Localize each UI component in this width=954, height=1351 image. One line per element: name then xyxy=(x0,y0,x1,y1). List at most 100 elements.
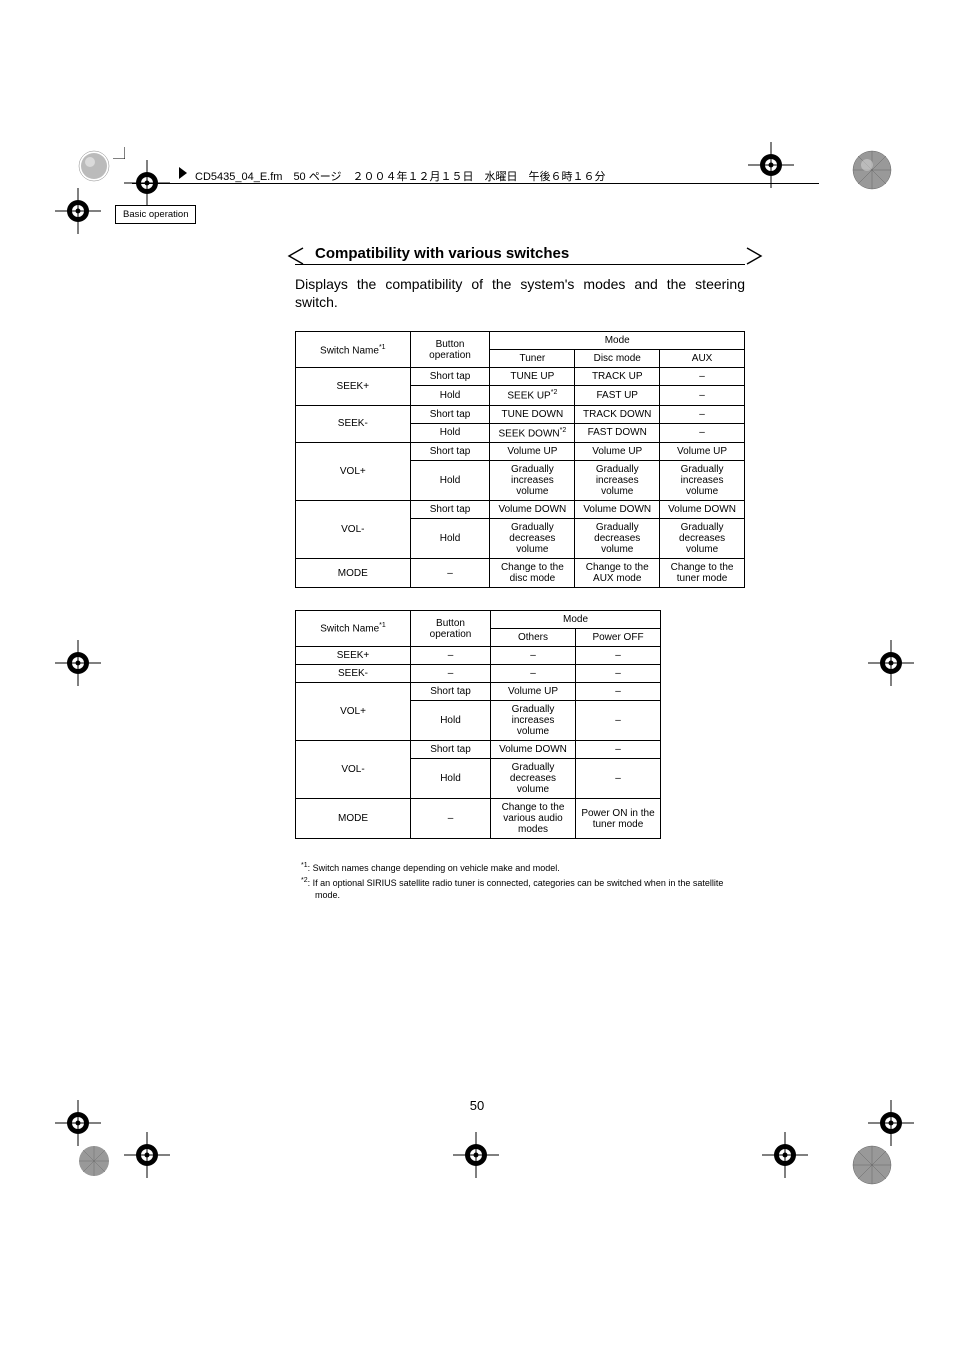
cell: Hold xyxy=(411,759,491,799)
cell: – xyxy=(411,665,491,683)
col-mode: Mode xyxy=(490,332,745,350)
cell: MODE xyxy=(296,559,411,588)
reg-mark-3 xyxy=(55,188,101,234)
cell: SEEK- xyxy=(296,665,411,683)
cell: SEEK- xyxy=(296,405,411,442)
table-row: MODE – Change to the disc mode Change to… xyxy=(296,559,745,588)
col-aux: AUX xyxy=(660,350,745,368)
cell: SEEK DOWN*2 xyxy=(490,423,575,442)
cell: Gradually decreases volume xyxy=(575,519,660,559)
cell: Hold xyxy=(410,386,490,405)
header-arrow-icon xyxy=(175,165,191,181)
cell: – xyxy=(410,559,490,588)
table-row: VOL- Short tap Volume DOWN – xyxy=(296,741,661,759)
cell: – xyxy=(660,386,745,405)
reg-mark-7 xyxy=(124,1132,170,1178)
bracket-right-icon xyxy=(745,247,763,265)
table-row: Switch Name*1 Button operation Mode xyxy=(296,332,745,350)
col-switch-name: Switch Name*1 xyxy=(296,332,411,368)
table-row: VOL+ Short tap Volume UP – xyxy=(296,683,661,701)
cell: SEEK UP*2 xyxy=(490,386,575,405)
cell: – xyxy=(576,647,661,665)
cell: Hold xyxy=(410,461,490,501)
intro-text: Displays the compatibility of the system… xyxy=(295,275,745,311)
cell: Gradually increases volume xyxy=(491,701,576,741)
cell: – xyxy=(411,647,491,665)
section-title-wrap: Compatibility with various switches xyxy=(295,245,745,265)
cell: – xyxy=(576,701,661,741)
cell: Hold xyxy=(410,519,490,559)
col-others: Others xyxy=(491,629,576,647)
cell: FAST UP xyxy=(575,386,660,405)
cell: Short tap xyxy=(410,368,490,386)
cell: – xyxy=(660,368,745,386)
cell: TRACK UP xyxy=(575,368,660,386)
col-poweroff: Power OFF xyxy=(576,629,661,647)
table-row: SEEK- Short tap TUNE DOWN TRACK DOWN – xyxy=(296,405,745,423)
cell: – xyxy=(660,405,745,423)
cell: Volume DOWN xyxy=(490,501,575,519)
cell: Change to the AUX mode xyxy=(575,559,660,588)
reg-sphere-bl xyxy=(78,1145,110,1177)
cell: Gradually decreases volume xyxy=(491,759,576,799)
cell: Volume UP xyxy=(490,443,575,461)
cell: – xyxy=(660,423,745,442)
table-row: SEEK+ Short tap TUNE UP TRACK UP – xyxy=(296,368,745,386)
cell: – xyxy=(576,759,661,799)
cell: Change to the various audio modes xyxy=(491,799,576,839)
bracket-left-icon xyxy=(287,247,305,265)
cell: Change to the disc mode xyxy=(490,559,575,588)
table-row: VOL- Short tap Volume DOWN Volume DOWN V… xyxy=(296,501,745,519)
breadcrumb: Basic operation xyxy=(115,205,196,224)
cell: – xyxy=(576,741,661,759)
reg-sphere-tr xyxy=(852,150,892,190)
cell: Volume DOWN xyxy=(491,741,576,759)
cell: Power ON in the tuner mode xyxy=(576,799,661,839)
cell: FAST DOWN xyxy=(575,423,660,442)
cell: TUNE DOWN xyxy=(490,405,575,423)
cell: Short tap xyxy=(410,405,490,423)
cell: Gradually increases volume xyxy=(575,461,660,501)
footnote-1: *1: Switch names change depending on veh… xyxy=(295,861,745,874)
col-mode: Mode xyxy=(491,611,661,629)
table-row: MODE – Change to the various audio modes… xyxy=(296,799,661,839)
tick-mark xyxy=(113,146,125,164)
reg-mark-9 xyxy=(762,1132,808,1178)
cell: Volume UP xyxy=(575,443,660,461)
section-title: Compatibility with various switches xyxy=(295,245,745,265)
cell: VOL+ xyxy=(296,443,411,501)
cell: MODE xyxy=(296,799,411,839)
cell: Volume UP xyxy=(491,683,576,701)
header-rule xyxy=(132,183,819,184)
cell: – xyxy=(576,683,661,701)
cell: TRACK DOWN xyxy=(575,405,660,423)
cell: – xyxy=(491,647,576,665)
reg-mark-4 xyxy=(55,640,101,686)
cell: Short tap xyxy=(410,443,490,461)
col-disc: Disc mode xyxy=(575,350,660,368)
cell: Gradually increases volume xyxy=(660,461,745,501)
cell: – xyxy=(491,665,576,683)
footnotes: *1: Switch names change depending on veh… xyxy=(295,861,745,901)
cell: SEEK+ xyxy=(296,647,411,665)
reg-mark-2 xyxy=(748,142,794,188)
table-row: Switch Name*1 Button operation Mode xyxy=(296,611,661,629)
col-tuner: Tuner xyxy=(490,350,575,368)
cell: Volume DOWN xyxy=(660,501,745,519)
cell: Gradually decreases volume xyxy=(490,519,575,559)
col-button-op: Button operation xyxy=(411,611,491,647)
cell: Short tap xyxy=(411,683,491,701)
reg-mark-5 xyxy=(868,640,914,686)
compat-table-1: Switch Name*1 Button operation Mode Tune… xyxy=(295,331,745,588)
table-row: VOL+ Short tap Volume UP Volume UP Volum… xyxy=(296,443,745,461)
cell: – xyxy=(576,665,661,683)
cell: Short tap xyxy=(411,741,491,759)
header-file-info: CD5435_04_E.fm 50 ページ ２００４年１２月１５日 水曜日 午後… xyxy=(195,168,606,184)
cell: VOL- xyxy=(296,501,411,559)
footnote-2: *2: If an optional SIRIUS satellite radi… xyxy=(295,876,745,901)
cell: Volume DOWN xyxy=(575,501,660,519)
cell: Volume UP xyxy=(660,443,745,461)
page-number: 50 xyxy=(0,1098,954,1113)
table-row: SEEK- – – – xyxy=(296,665,661,683)
cell: TUNE UP xyxy=(490,368,575,386)
